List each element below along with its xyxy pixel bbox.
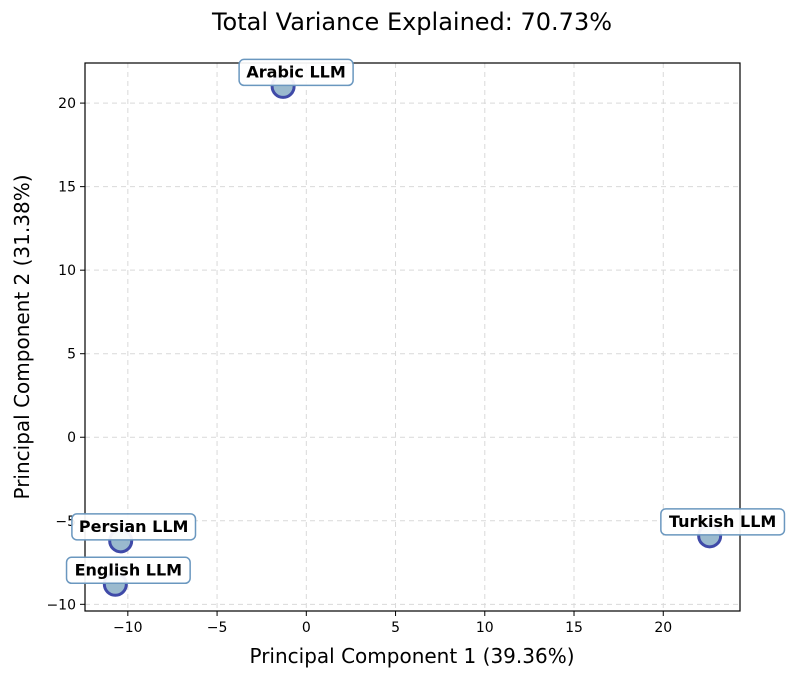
- data-point-group: English LLM: [65, 556, 191, 597]
- y-tick-label: 10: [58, 263, 76, 279]
- x-tick-label: 20: [654, 620, 672, 636]
- data-point-label: Persian LLM: [79, 517, 189, 536]
- axis-ticks: −10 −5 0 5 10 15 20 −10 −5 0 5 10 15 20: [46, 96, 672, 636]
- x-axis-label: Principal Component 1 (39.36%): [250, 644, 575, 668]
- data-point-label-box: [71, 513, 197, 541]
- y-tick-label: −10: [46, 597, 76, 613]
- data-point-label: Arabic LLM: [246, 62, 345, 81]
- y-tick-label: −5: [55, 514, 76, 530]
- x-tick-label: −5: [207, 620, 228, 636]
- x-tick-label: 0: [302, 620, 311, 636]
- y-axis-label: Principal Component 2 (31.38%): [10, 175, 34, 500]
- data-points: Arabic LLM Persian LLM English LLM Turkish …: [65, 58, 786, 597]
- data-point-label: English LLM: [75, 560, 183, 579]
- y-tick-label: 5: [67, 347, 76, 363]
- x-tick-label: −10: [113, 620, 143, 636]
- data-point-label-box: [65, 556, 191, 585]
- data-point-group: Persian LLM: [71, 513, 197, 554]
- plot-area-frame: [84, 62, 741, 612]
- x-tick-label: 10: [476, 620, 494, 636]
- y-tick-label: 20: [58, 96, 76, 112]
- y-tick-label: 0: [67, 430, 76, 446]
- x-tick-label: 15: [565, 620, 583, 636]
- data-point-label: Turkish LLM: [669, 512, 776, 531]
- y-tick-label: 15: [58, 180, 76, 196]
- chart-title: Total Variance Explained: 70.73%: [211, 8, 612, 36]
- x-tick-label: 5: [391, 620, 400, 636]
- data-point-group: Turkish LLM: [660, 508, 786, 549]
- data-point-group: Arabic LLM: [238, 58, 354, 99]
- data-point-label-box: [660, 508, 786, 536]
- data-point-label-box: [238, 58, 354, 87]
